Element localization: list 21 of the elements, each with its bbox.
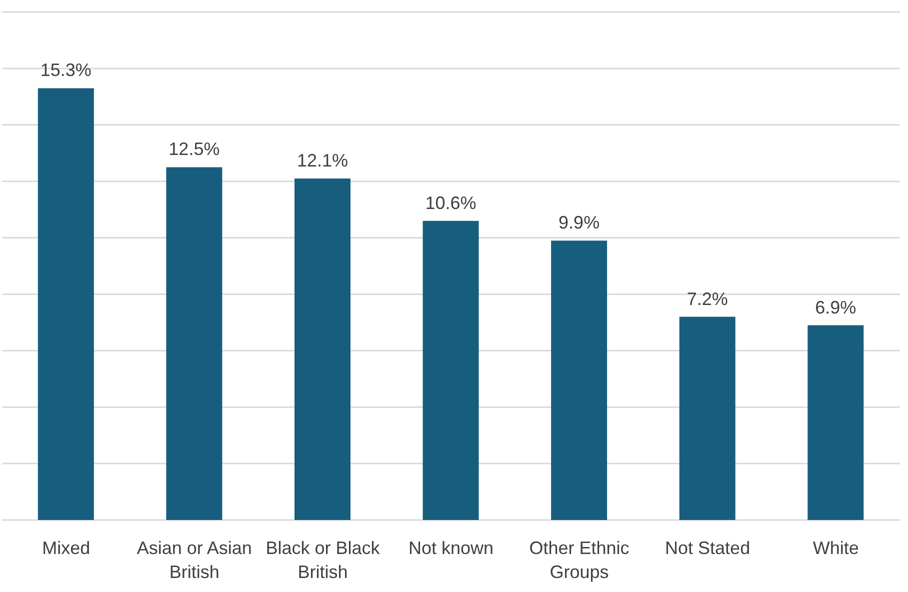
data-label: 9.9% xyxy=(558,212,600,233)
data-label: 12.1% xyxy=(296,150,348,171)
bar xyxy=(294,178,350,520)
data-label: 12.5% xyxy=(168,139,220,160)
bar xyxy=(679,316,736,520)
data-label: 15.3% xyxy=(40,60,92,80)
data-label: 7.2% xyxy=(686,288,728,309)
data-label: 6.9% xyxy=(815,297,856,318)
data-label: 10.6% xyxy=(425,192,476,213)
x-tick-label: Not Stated xyxy=(665,538,750,558)
bar xyxy=(422,220,479,520)
x-tick-label: White xyxy=(812,538,859,558)
x-tick-label: Black or Black British xyxy=(266,538,381,582)
x-tick-label: Mixed xyxy=(42,538,90,558)
x-tick-label: Not known xyxy=(408,538,494,558)
bar xyxy=(808,325,864,520)
bar xyxy=(166,167,222,520)
x-tick-label: Asian or Asian British xyxy=(136,538,252,582)
x-tick-label: Other Ethnic Groups xyxy=(529,538,630,582)
bar xyxy=(551,240,608,520)
bar xyxy=(38,88,94,520)
